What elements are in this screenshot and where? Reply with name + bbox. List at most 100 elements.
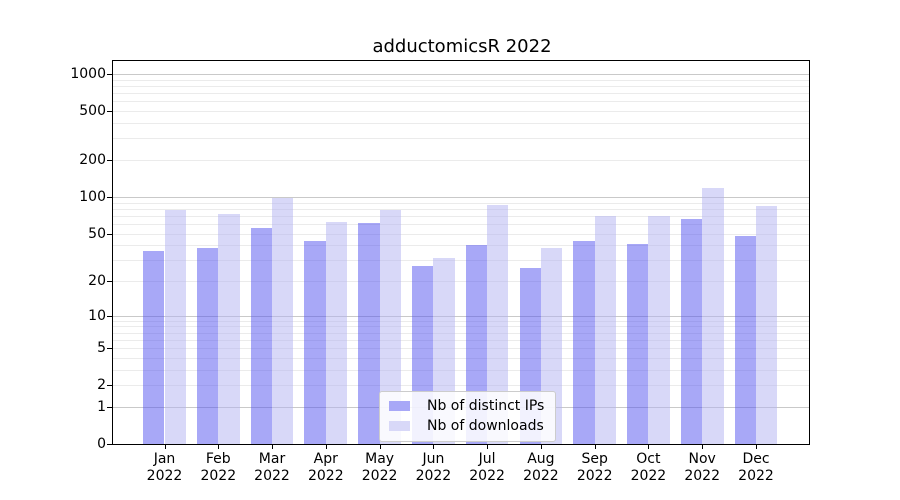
bar-distinct-ips-dec — [734, 235, 756, 444]
minor-gridline — [113, 160, 809, 161]
y-tick-label: 1000 — [70, 66, 106, 82]
minor-gridline — [113, 320, 809, 322]
x-tick-label: Jul 2022 — [469, 451, 505, 484]
major-gridline — [113, 196, 809, 198]
bar-downloads-feb — [218, 214, 240, 444]
legend-swatch-downloads — [389, 421, 410, 431]
y-tick-label: 5 — [97, 340, 106, 357]
x-tick-mark — [325, 445, 327, 449]
minor-gridline — [113, 369, 809, 371]
plot-area — [112, 60, 810, 445]
minor-gridline — [113, 93, 809, 95]
y-tick-mark — [107, 74, 113, 75]
major-gridline — [113, 74, 809, 75]
minor-gridline — [113, 260, 809, 262]
x-tick-mark — [487, 445, 489, 449]
minor-gridline — [113, 385, 809, 387]
x-tick-mark — [594, 445, 596, 449]
y-tick-mark — [107, 233, 113, 235]
bar-distinct-ips-feb — [196, 247, 219, 444]
y-tick-mark — [107, 315, 113, 317]
legend-item-downloads: Nb of downloads — [389, 418, 544, 434]
bar-distinct-ips-sep — [573, 241, 595, 444]
bar-distinct-ips-apr — [304, 241, 326, 444]
y-tick-mark — [107, 385, 113, 387]
major-gridline — [113, 315, 809, 317]
bar-distinct-ips-oct — [627, 243, 649, 444]
chart-title: adductomicsR 2022 — [372, 36, 552, 57]
minor-gridline — [113, 86, 809, 87]
bar-downloads-jul — [487, 204, 509, 444]
x-tick-mark — [702, 445, 704, 449]
y-tick-mark — [107, 406, 113, 408]
y-tick-label: 200 — [79, 152, 106, 168]
y-tick-mark — [107, 196, 113, 198]
x-tick-label: Apr 2022 — [307, 451, 344, 484]
minor-gridline — [113, 348, 809, 350]
y-tick-mark — [107, 160, 113, 161]
y-tick-mark — [107, 444, 113, 445]
x-tick-label: Feb 2022 — [200, 451, 237, 484]
legend-label-downloads: Nb of downloads — [427, 418, 544, 434]
x-tick-label: Oct 2022 — [630, 451, 667, 484]
x-tick-label: Sep 2022 — [576, 451, 613, 484]
bar-downloads-may — [379, 210, 401, 444]
minor-gridline — [113, 281, 809, 282]
bar-downloads-apr — [325, 222, 348, 444]
y-tick-label: 20 — [88, 273, 106, 289]
y-tick-mark — [107, 281, 113, 282]
x-tick-label: May 2022 — [361, 451, 398, 484]
y-tick-label: 1 — [97, 398, 106, 415]
minor-gridline — [113, 208, 809, 210]
x-tick-label: Dec 2022 — [738, 451, 774, 484]
minor-gridline — [113, 245, 809, 247]
x-tick-mark — [218, 445, 220, 449]
x-tick-label: Jan 2022 — [146, 451, 183, 484]
minor-gridline — [113, 326, 809, 328]
minor-gridline — [113, 332, 809, 334]
y-tick-label: 0 — [97, 436, 106, 452]
y-tick-mark — [107, 111, 113, 113]
bar-downloads-dec — [756, 205, 778, 444]
legend-item-distinct-ips: Nb of distinct IPs — [389, 398, 544, 414]
minor-gridline — [113, 111, 809, 113]
minor-gridline — [113, 79, 809, 81]
bar-downloads-oct — [648, 215, 670, 444]
bar-downloads-nov — [702, 188, 724, 444]
bar-downloads-sep — [594, 215, 617, 444]
x-tick-mark — [272, 445, 273, 449]
x-tick-mark — [433, 445, 435, 449]
minor-gridline — [113, 202, 809, 204]
minor-gridline — [113, 101, 809, 103]
x-tick-label: Jun 2022 — [415, 451, 452, 484]
x-tick-mark — [756, 445, 757, 449]
minor-gridline — [113, 138, 809, 140]
x-tick-mark — [379, 445, 381, 449]
minor-gridline — [113, 123, 809, 124]
x-tick-mark — [540, 445, 542, 449]
y-tick-label: 50 — [88, 225, 106, 242]
y-tick-label: 100 — [79, 188, 106, 205]
y-tick-label: 10 — [88, 307, 106, 324]
legend-swatch-distinct-ips — [389, 401, 410, 411]
minor-gridline — [113, 357, 809, 359]
legend: Nb of distinct IPs Nb of downloads — [379, 391, 557, 442]
y-tick-label: 2 — [97, 377, 106, 394]
minor-gridline — [113, 223, 809, 225]
x-tick-label: Nov 2022 — [684, 451, 720, 484]
minor-gridline — [113, 339, 809, 341]
x-tick-label: Aug 2022 — [523, 451, 559, 484]
bar-distinct-ips-mar — [250, 227, 272, 444]
minor-gridline — [113, 215, 809, 217]
legend-label-distinct-ips: Nb of distinct IPs — [427, 398, 545, 414]
bar-distinct-ips-may — [358, 223, 380, 444]
bar-downloads-mar — [272, 197, 294, 444]
bar-distinct-ips-jan — [143, 250, 165, 444]
bar-downloads-jan — [164, 210, 186, 444]
bar-distinct-ips-nov — [680, 218, 703, 444]
minor-gridline — [113, 233, 809, 235]
x-tick-label: Mar 2022 — [254, 451, 290, 484]
y-tick-label: 500 — [79, 103, 106, 120]
y-tick-mark — [107, 348, 113, 350]
